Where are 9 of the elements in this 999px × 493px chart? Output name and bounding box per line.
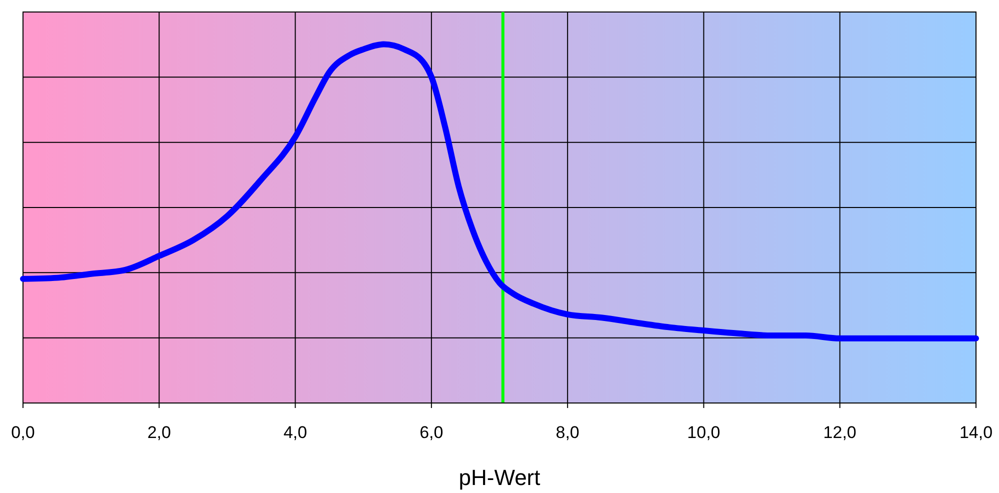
x-tick-label: 10,0 bbox=[687, 423, 720, 442]
x-tick-label: 12,0 bbox=[823, 423, 856, 442]
x-tick-label: 6,0 bbox=[420, 423, 444, 442]
x-tick-label: 0,0 bbox=[11, 423, 35, 442]
x-axis-title: pH-Wert bbox=[458, 465, 540, 490]
x-tick-label: 2,0 bbox=[147, 423, 171, 442]
x-tick-label: 4,0 bbox=[283, 423, 308, 442]
x-tick-label: 14,0 bbox=[959, 423, 993, 442]
x-tick-label: 8,0 bbox=[556, 423, 580, 442]
